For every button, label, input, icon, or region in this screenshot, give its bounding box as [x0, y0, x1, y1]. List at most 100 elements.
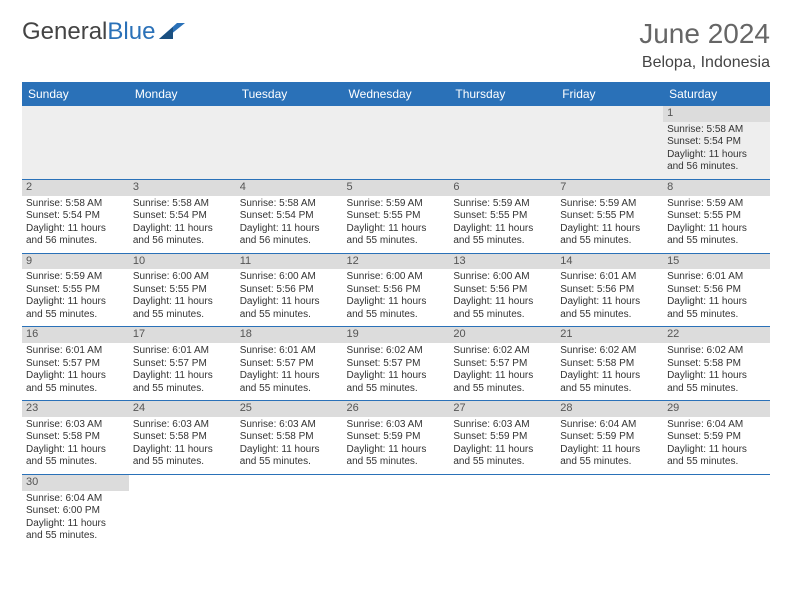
day-info: Sunrise: 5:58 AMSunset: 5:54 PMDaylight:… — [667, 124, 766, 174]
calendar-cell: 4Sunrise: 5:58 AMSunset: 5:54 PMDaylight… — [236, 179, 343, 253]
day-number: 13 — [449, 254, 556, 270]
day-info: Sunrise: 5:58 AMSunset: 5:54 PMDaylight:… — [26, 198, 125, 248]
day-number: 14 — [556, 254, 663, 270]
day-number: 26 — [343, 401, 450, 417]
day-info: Sunrise: 6:03 AMSunset: 5:58 PMDaylight:… — [133, 419, 232, 469]
calendar-cell: 3 Sunrise: 5:58 AMSunset: 5:54 PMDaylight… — [129, 179, 236, 253]
day-number: 11 — [236, 254, 343, 270]
weekday-header: Wednesday — [343, 82, 450, 106]
day-info: Sunrise: 6:01 AMSunset: 5:57 PMDaylight:… — [26, 345, 125, 395]
logo-text-general: General — [22, 18, 107, 46]
calendar-cell: 16 Sunrise: 6:01 AMSunset: 5:57 PMDayligh… — [22, 327, 129, 401]
calendar-cell: 21 Sunrise: 6:02 AMSunset: 5:58 PMDayligh… — [556, 327, 663, 401]
day-info: Sunrise: 5:59 AMSunset: 5:55 PMDaylight:… — [667, 198, 766, 248]
day-info: Sunrise: 6:03 AMSunset: 5:59 PMDaylight:… — [347, 419, 446, 469]
day-info: Sunrise: 6:04 AMSunset: 5:59 PMDaylight:… — [667, 419, 766, 469]
day-number: 7 — [556, 180, 663, 196]
day-number: 21 — [556, 327, 663, 343]
day-number: 16 — [22, 327, 129, 343]
day-number: 6 — [449, 180, 556, 196]
calendar-cell-empty — [663, 474, 770, 547]
calendar-cell: 6 Sunrise: 5:59 AMSunset: 5:55 PMDaylight… — [449, 179, 556, 253]
calendar-cell: 15Sunrise: 6:01 AMSunset: 5:56 PMDayligh… — [663, 253, 770, 327]
day-number: 2 — [22, 180, 129, 196]
calendar-cell-empty — [236, 106, 343, 179]
calendar-row: 1Sunrise: 5:58 AMSunset: 5:54 PMDaylight… — [22, 106, 770, 179]
weekday-header: Thursday — [449, 82, 556, 106]
day-number: 4 — [236, 180, 343, 196]
calendar-cell: 12Sunrise: 6:00 AMSunset: 5:56 PMDayligh… — [343, 253, 450, 327]
day-number: 10 — [129, 254, 236, 270]
day-number: 22 — [663, 327, 770, 343]
title-block: June 2024 Belopa, Indonesia — [639, 18, 770, 72]
month-title: June 2024 — [639, 18, 770, 50]
calendar-cell: 29 Sunrise: 6:04 AMSunset: 5:59 PMDayligh… — [663, 401, 770, 475]
day-number: 20 — [449, 327, 556, 343]
day-number: 25 — [236, 401, 343, 417]
calendar-row: 2Sunrise: 5:58 AMSunset: 5:54 PMDaylight… — [22, 179, 770, 253]
calendar-cell: 27Sunrise: 6:03 AMSunset: 5:59 PMDayligh… — [449, 401, 556, 475]
calendar-cell-empty — [343, 474, 450, 547]
calendar-cell: 18 Sunrise: 6:01 AMSunset: 5:57 PMDayligh… — [236, 327, 343, 401]
day-number: 24 — [129, 401, 236, 417]
logo: GeneralBlue — [22, 18, 187, 46]
calendar-cell-empty — [449, 474, 556, 547]
calendar-cell-empty — [22, 106, 129, 179]
day-info: Sunrise: 6:02 AMSunset: 5:58 PMDaylight:… — [560, 345, 659, 395]
day-info: Sunrise: 6:03 AMSunset: 5:58 PMDaylight:… — [26, 419, 125, 469]
calendar-cell: 17 Sunrise: 6:01 AMSunset: 5:57 PMDayligh… — [129, 327, 236, 401]
calendar-row: 23Sunrise: 6:03 AMSunset: 5:58 PMDayligh… — [22, 401, 770, 475]
day-info: Sunrise: 6:03 AMSunset: 5:58 PMDaylight:… — [240, 419, 339, 469]
calendar-cell: 11Sunrise: 6:00 AMSunset: 5:56 PMDayligh… — [236, 253, 343, 327]
weekday-header: Sunday — [22, 82, 129, 106]
calendar-cell-empty — [343, 106, 450, 179]
day-number: 27 — [449, 401, 556, 417]
day-info: Sunrise: 5:58 AMSunset: 5:54 PMDaylight:… — [133, 198, 232, 248]
calendar-cell: 24 Sunrise: 6:03 AMSunset: 5:58 PMDayligh… — [129, 401, 236, 475]
day-info: Sunrise: 5:59 AMSunset: 5:55 PMDaylight:… — [347, 198, 446, 248]
calendar-cell: 10Sunrise: 6:00 AMSunset: 5:55 PMDayligh… — [129, 253, 236, 327]
day-info: Sunrise: 6:04 AMSunset: 5:59 PMDaylight:… — [560, 419, 659, 469]
calendar-cell-empty — [129, 474, 236, 547]
calendar-cell: 5 Sunrise: 5:59 AMSunset: 5:55 PMDaylight… — [343, 179, 450, 253]
calendar-body: 1Sunrise: 5:58 AMSunset: 5:54 PMDaylight… — [22, 106, 770, 548]
calendar-cell: 20Sunrise: 6:02 AMSunset: 5:57 PMDayligh… — [449, 327, 556, 401]
calendar-cell: 14Sunrise: 6:01 AMSunset: 5:56 PMDayligh… — [556, 253, 663, 327]
calendar-cell: 26 Sunrise: 6:03 AMSunset: 5:59 PMDayligh… — [343, 401, 450, 475]
weekday-header-row: SundayMondayTuesdayWednesdayThursdayFrid… — [22, 82, 770, 106]
header: GeneralBlue June 2024 Belopa, Indonesia — [22, 18, 770, 72]
day-info: Sunrise: 6:02 AMSunset: 5:58 PMDaylight:… — [667, 345, 766, 395]
day-info: Sunrise: 5:59 AMSunset: 5:55 PMDaylight:… — [26, 271, 125, 321]
calendar-row: 16Sunrise: 6:01 AMSunset: 5:57 PMDayligh… — [22, 327, 770, 401]
day-info: Sunrise: 6:01 AMSunset: 5:56 PMDaylight:… — [667, 271, 766, 321]
day-number: 29 — [663, 401, 770, 417]
day-number: 18 — [236, 327, 343, 343]
day-number: 17 — [129, 327, 236, 343]
weekday-header: Tuesday — [236, 82, 343, 106]
day-info: Sunrise: 6:04 AMSunset: 6:00 PMDaylight:… — [26, 493, 125, 543]
weekday-header: Monday — [129, 82, 236, 106]
calendar-cell: 30Sunrise: 6:04 AMSunset: 6:00 PMDayligh… — [22, 474, 129, 547]
day-number: 5 — [343, 180, 450, 196]
day-info: Sunrise: 6:00 AMSunset: 5:55 PMDaylight:… — [133, 271, 232, 321]
day-number: 19 — [343, 327, 450, 343]
day-number: 12 — [343, 254, 450, 270]
calendar-cell: 23Sunrise: 6:03 AMSunset: 5:58 PMDayligh… — [22, 401, 129, 475]
calendar-cell: 2 Sunrise: 5:58 AMSunset: 5:54 PMDaylight… — [22, 179, 129, 253]
day-info: Sunrise: 6:01 AMSunset: 5:57 PMDaylight:… — [240, 345, 339, 395]
calendar-cell: 8Sunrise: 5:59 AMSunset: 5:55 PMDaylight… — [663, 179, 770, 253]
calendar-cell: 7Sunrise: 5:59 AMSunset: 5:55 PMDaylight… — [556, 179, 663, 253]
day-number: 9 — [22, 254, 129, 270]
calendar-cell: 19Sunrise: 6:02 AMSunset: 5:57 PMDayligh… — [343, 327, 450, 401]
day-info: Sunrise: 5:59 AMSunset: 5:55 PMDaylight:… — [453, 198, 552, 248]
day-info: Sunrise: 6:01 AMSunset: 5:57 PMDaylight:… — [133, 345, 232, 395]
weekday-header: Friday — [556, 82, 663, 106]
calendar-row: 30Sunrise: 6:04 AMSunset: 6:00 PMDayligh… — [22, 474, 770, 547]
day-info: Sunrise: 6:01 AMSunset: 5:56 PMDaylight:… — [560, 271, 659, 321]
logo-text-blue: Blue — [107, 18, 155, 46]
calendar-cell-empty — [556, 474, 663, 547]
day-number: 3 — [129, 180, 236, 196]
calendar-row: 9Sunrise: 5:59 AMSunset: 5:55 PMDaylight… — [22, 253, 770, 327]
weekday-header: Saturday — [663, 82, 770, 106]
calendar-cell-empty — [236, 474, 343, 547]
